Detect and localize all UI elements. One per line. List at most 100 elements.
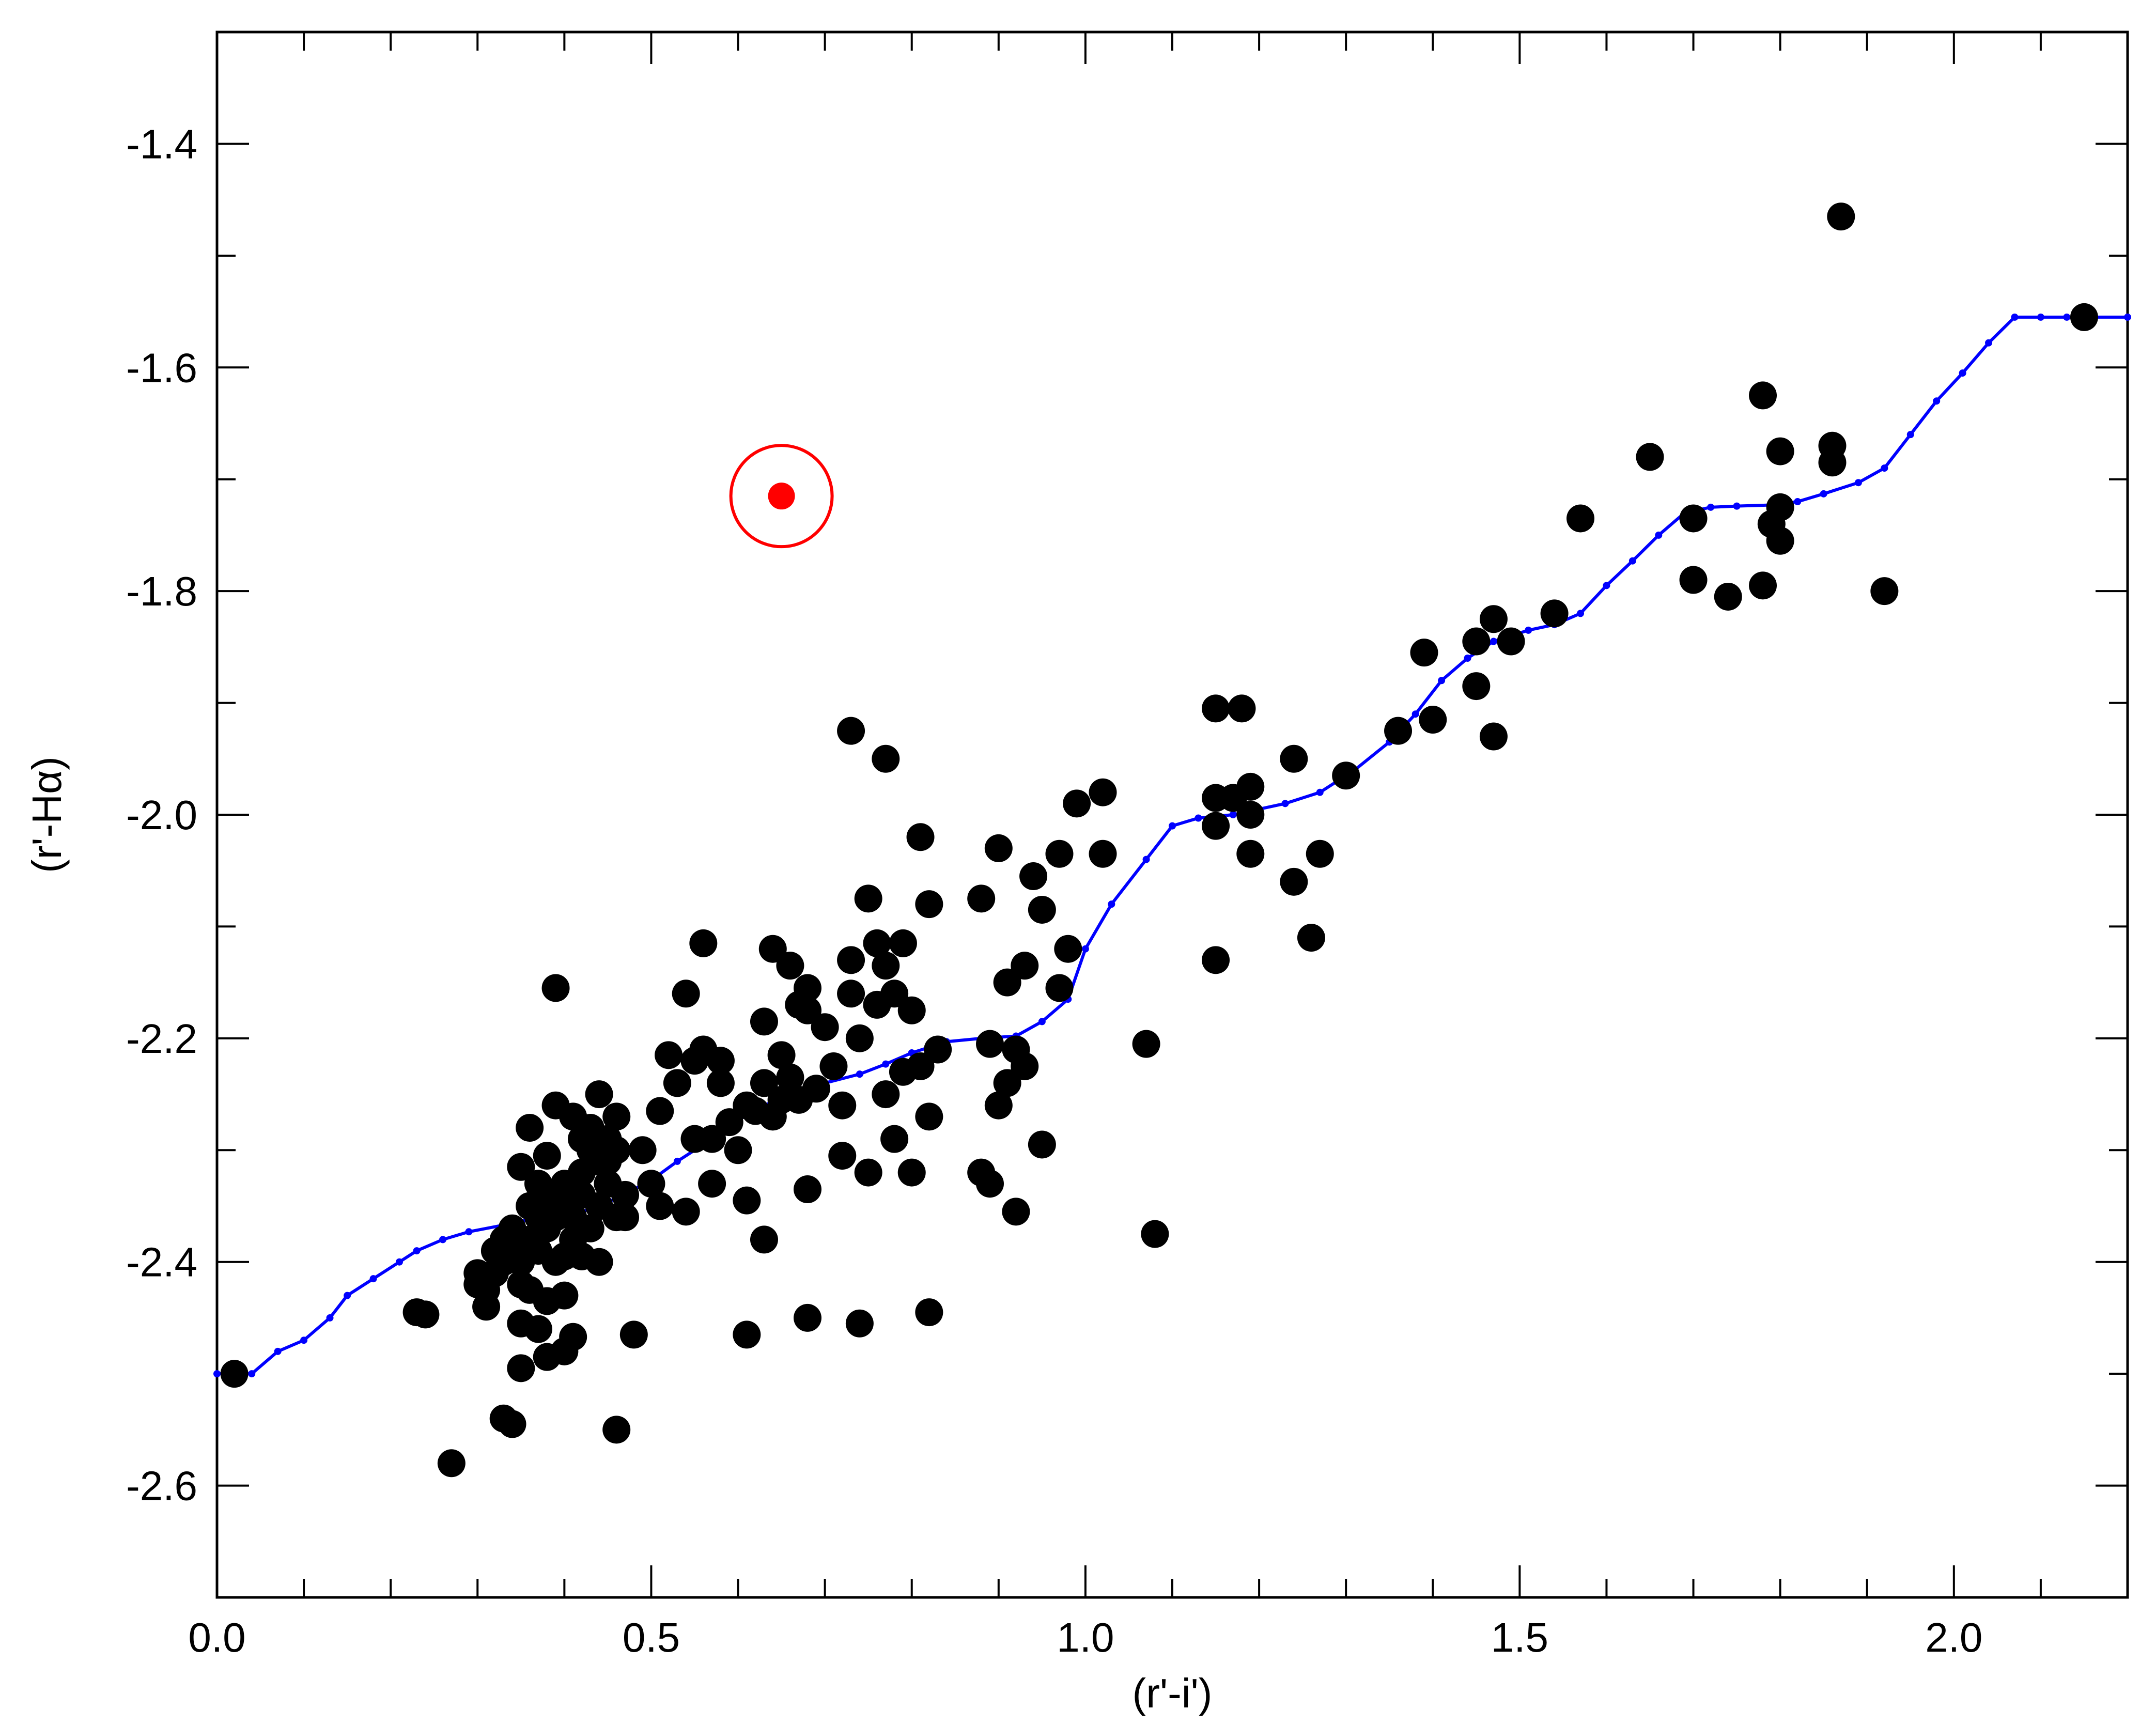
curve-marker (1525, 626, 1532, 634)
data-point (802, 1075, 830, 1103)
axis-ticks (216, 31, 2129, 1598)
curve-marker (1229, 811, 1237, 818)
data-point (854, 884, 882, 913)
data-point (1132, 1030, 1160, 1058)
y-tick-label: -1.4 (126, 121, 197, 167)
data-point (845, 1024, 874, 1052)
data-point (794, 1175, 822, 1204)
data-point (767, 1041, 796, 1069)
data-point (758, 935, 787, 963)
data-point (1410, 639, 1438, 667)
reference-curve-markers (213, 313, 2131, 1378)
data-point (472, 1293, 501, 1321)
data-point (1202, 694, 1230, 723)
data-point (1714, 582, 1742, 611)
curve-marker (326, 1314, 334, 1322)
data-point (706, 1047, 735, 1075)
curve-marker (1169, 822, 1176, 830)
data-point (1679, 566, 1708, 594)
data-point (854, 1158, 882, 1187)
data-point (1236, 840, 1265, 868)
data-point (2070, 303, 2098, 331)
data-point (576, 1114, 604, 1142)
data-point (576, 1214, 604, 1242)
data-point (1332, 762, 1360, 790)
curve-marker (1881, 464, 1888, 472)
data-point (880, 980, 909, 1008)
data-point (837, 717, 865, 745)
data-point (1280, 867, 1308, 896)
data-point (889, 929, 917, 957)
data-point (698, 1125, 726, 1153)
curve-marker (2011, 313, 2019, 321)
curve-marker (1794, 498, 1802, 505)
data-point (1045, 840, 1074, 868)
axis-tick-labels: 0.0 0.5 1.0 1.5 2.0 -1.4 -1.6 -1.8 -2.0 -2.2 -2.4 -… (126, 121, 1982, 1660)
curve-marker (465, 1228, 473, 1236)
data-point (828, 1091, 857, 1120)
curve-marker (2037, 313, 2044, 321)
data-point (1749, 571, 1777, 600)
data-point (1540, 599, 1569, 628)
data-point (541, 974, 570, 1002)
data-point (611, 1180, 640, 1209)
data-point (637, 1170, 665, 1198)
x-axis-label: (r'-i') (1133, 1670, 1213, 1716)
data-point (1479, 722, 1508, 751)
data-point (993, 1069, 1021, 1097)
curve-marker (2124, 313, 2131, 321)
data-point (993, 968, 1021, 997)
curve-marker (882, 1060, 890, 1068)
data-point (1141, 1220, 1169, 1248)
curve-marker (1603, 582, 1610, 589)
curve-marker (369, 1275, 377, 1283)
data-point (776, 952, 804, 980)
data-point (794, 1303, 822, 1332)
data-point (533, 1142, 561, 1170)
data-point (794, 974, 822, 1002)
data-point (750, 1007, 778, 1036)
data-point (1462, 672, 1491, 701)
data-point (1766, 437, 1794, 465)
data-point (611, 1203, 640, 1232)
curve-marker (856, 1070, 863, 1078)
data-point (897, 996, 926, 1024)
curve-marker (395, 1258, 403, 1266)
data-point (750, 1225, 778, 1254)
data-point (984, 834, 1013, 862)
x-tick-label: 1.5 (1491, 1614, 1548, 1660)
curve-marker (1707, 503, 1715, 511)
data-point (1028, 895, 1056, 924)
y-axis-label: (r'-Hα) (24, 756, 70, 873)
data-point (863, 929, 891, 957)
data-point (1479, 605, 1508, 633)
data-point (1054, 935, 1082, 963)
data-point (559, 1323, 587, 1351)
data-point (1766, 493, 1794, 521)
data-point (672, 1198, 700, 1226)
data-point (550, 1242, 579, 1270)
data-point (516, 1276, 544, 1304)
curve-marker (1038, 1018, 1046, 1025)
data-point (646, 1192, 674, 1220)
curve-marker (1316, 788, 1324, 796)
curve-marker (1195, 814, 1202, 822)
curve-marker (1933, 397, 1941, 405)
data-point (1019, 862, 1048, 891)
x-tick-label: 0.0 (188, 1614, 245, 1660)
curve-marker (1577, 610, 1585, 617)
data-point (1280, 744, 1308, 773)
data-point (880, 1125, 909, 1153)
data-point (1028, 1130, 1056, 1159)
curve-marker (1412, 710, 1419, 718)
data-point (794, 996, 822, 1024)
data-point (733, 1320, 761, 1349)
data-point (1636, 443, 1664, 471)
y-tick-label: -2.6 (126, 1463, 197, 1509)
data-point (507, 1354, 535, 1382)
data-point (1679, 504, 1708, 533)
x-tick-label: 2.0 (1925, 1614, 1982, 1660)
curve-marker (1142, 856, 1150, 863)
data-point (1002, 1198, 1030, 1226)
